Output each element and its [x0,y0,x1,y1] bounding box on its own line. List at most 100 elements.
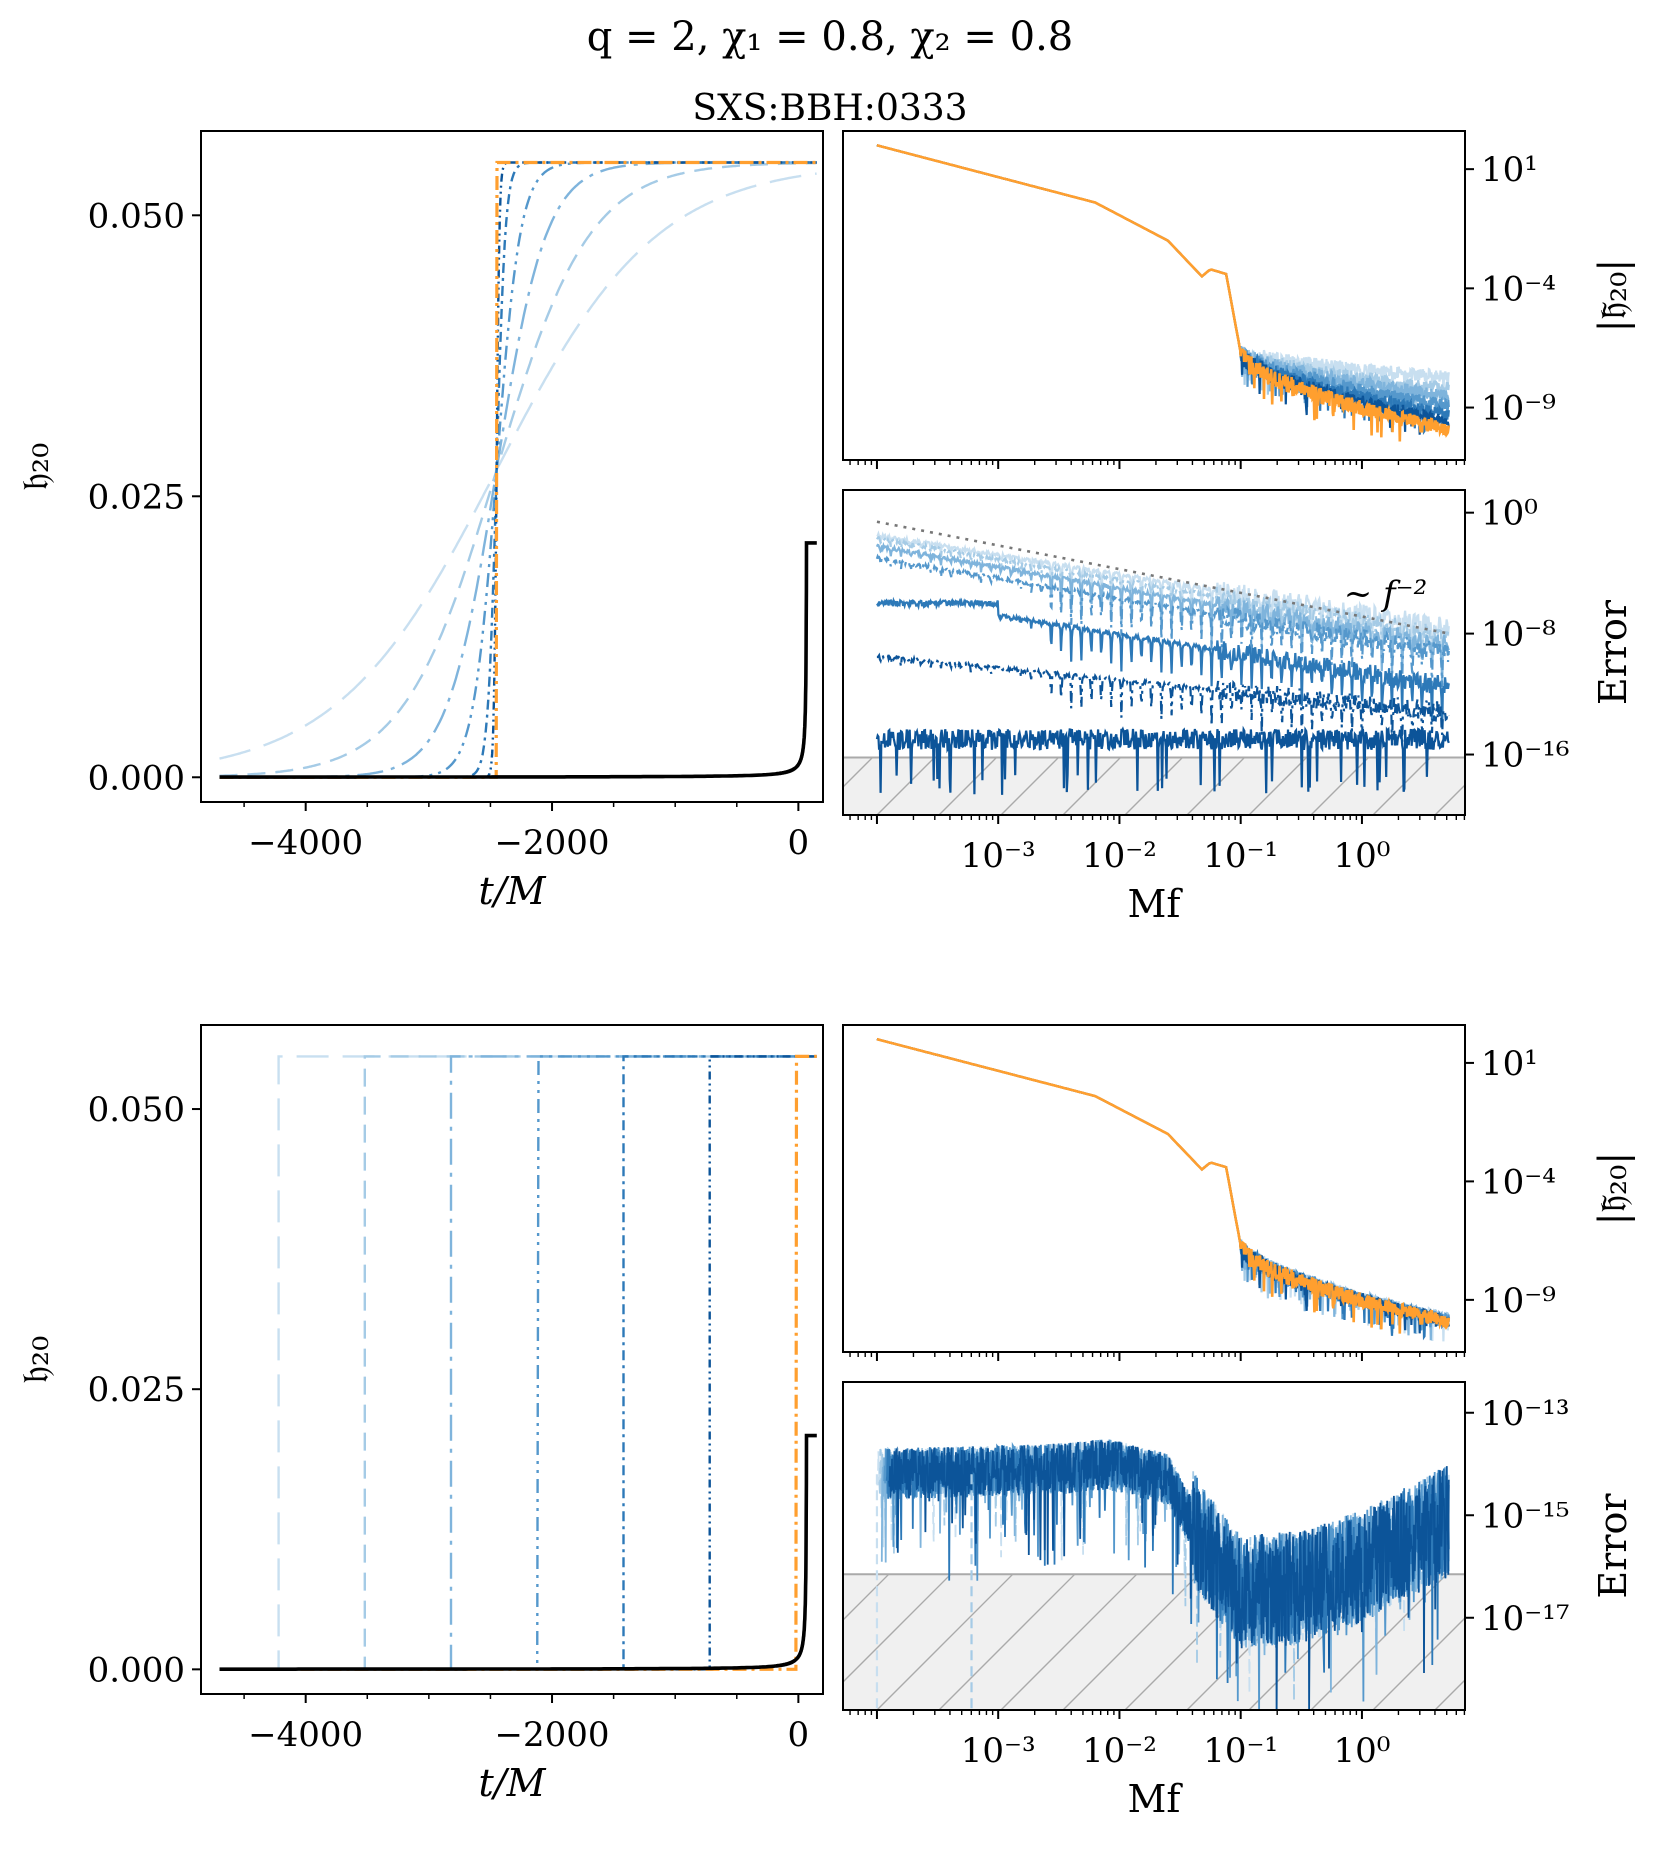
x-tick-label: −4000 [248,823,363,863]
hatch-line [1310,757,1369,815]
hatch-line [1434,1679,1465,1710]
hatch-line [567,758,624,815]
hatch-line [1062,757,1121,815]
y-axis-label: |𝔥̃₂₀| [1591,1152,1635,1225]
x-axis-label: t/M [479,869,547,913]
series-line-1 [219,172,817,760]
hatch-line [843,1573,890,1621]
hatch-line [443,758,500,815]
top-time-frame [200,130,824,803]
bottom-spectrum-plot [876,1037,1451,1342]
top-time-axes: −4000 −2000 0 0.000 0.025 0.050 t/M 𝔥₂₀ [13,130,824,913]
hatch-line [876,757,935,815]
hatch-line [629,758,686,815]
top-spectrum-frame [842,130,1466,461]
spectrum-line-7 [876,144,1451,442]
top-error-plot [443,520,1465,815]
x-tick-label: −2000 [495,823,610,863]
bottom-time-axes: −4000 −2000 0 0.000 0.025 0.050 t/M 𝔥₂₀ [13,1024,824,1805]
hatch-line [505,758,562,815]
series-line-2 [219,161,817,777]
hatch-line [938,1573,1076,1710]
series-line-1 [219,1055,817,1671]
y-tick-label: 10⁻⁹ [1481,389,1556,429]
hatch-line [1186,757,1245,815]
y-tick-label: 10⁻¹⁵ [1481,1496,1569,1536]
y-tick-label: 10¹ [1481,150,1538,190]
y-axis-label: Error [1591,1493,1635,1599]
y-tick-label: 10⁻¹⁶ [1481,736,1569,776]
y-tick-label: 10¹ [1481,1044,1538,1084]
y-tick-label: 0.025 [88,1370,185,1410]
top-spectrum-plot [876,144,1451,442]
x-tick-label: −4000 [248,1715,363,1755]
series-line-7 [219,160,817,779]
spectrum-line-1 [876,144,1450,402]
series-line-3 [219,1055,817,1671]
y-tick-label: 10⁻⁸ [1481,615,1556,655]
hatch-line [753,758,810,815]
y-tick-label: 10⁻¹⁷ [1481,1599,1569,1639]
x-tick-label: 0 [788,823,810,863]
series-line-4 [219,1055,817,1671]
y-tick-label: 0.000 [88,1650,185,1690]
y-tick-label: 10⁻⁴ [1481,1162,1556,1202]
y-tick-label: 10⁻¹³ [1481,1394,1569,1434]
series-line-6 [219,161,817,779]
hatch-line [876,1573,1014,1710]
spectrum-line-7 [876,1037,1451,1334]
hatch-line [691,758,748,815]
x-tick-label: 10⁻¹ [1203,1731,1278,1771]
y-axis-label: |𝔥̃₂₀| [1591,259,1635,332]
spectrum-line-4 [876,1038,1450,1331]
plot-area: −4000 −2000 00.0000.0250.050t/M𝔥₂₀10¹10⁻⁴1… [13,130,1635,1821]
x-tick-label: 10⁻¹ [1203,836,1278,876]
bottom-time-plot [219,1054,817,1671]
x-tick-label: −2000 [495,1715,610,1755]
memory-line [219,541,817,779]
top-spectrum-axes: 10¹ 10⁻⁴ 10⁻⁹ |𝔥̃₂₀| [842,130,1635,469]
y-tick-label: 0.025 [88,477,185,517]
hatch-line [938,757,997,815]
hatch-line [1062,1573,1200,1710]
y-tick-label: 10⁻⁴ [1481,269,1556,309]
spectrum-line-2 [876,1038,1450,1335]
memory-line [219,1433,817,1671]
x-axis-label: Mf [1128,882,1184,926]
hatch-line [1372,1617,1465,1710]
y-tick-label: 0.050 [88,196,185,236]
hatch-line [505,1574,641,1710]
x-tick-label: 10⁰ [1333,1731,1390,1771]
hatch-line [629,1574,765,1710]
series-line-4 [219,161,817,779]
spectrum-line-5 [876,1038,1450,1341]
hatch-line [843,1573,952,1683]
bottom-error-frame [842,1381,1466,1711]
error-line-4 [875,553,1450,687]
bottom-spectrum-frame [842,1024,1466,1353]
hatch-line [1000,1573,1138,1710]
top-time-plot [219,160,817,779]
bottom-error-plot [505,1439,1465,1710]
y-axis-label: 𝔥₂₀ [13,443,57,491]
error-line-6 [888,1440,1450,1710]
series-line-7 [219,1054,817,1671]
series-line-5 [219,1055,817,1671]
error-line-5 [876,596,1450,727]
spectrum-line-2 [876,144,1450,408]
y-tick-label: 0.050 [88,1090,185,1130]
error-line-6 [876,652,1450,746]
hatch-line [567,1574,703,1710]
x-axis-label: t/M [479,1761,547,1805]
reference-slope-label: ~ f⁻² [1344,574,1427,614]
hatch-line [1000,757,1059,815]
y-axis-label: Error [1591,599,1635,705]
y-tick-label: 10⁰ [1481,494,1538,534]
figure-suptitle: q = 2, χ₁ = 0.8, χ₂ = 0.8 [587,14,1074,60]
x-tick-label: 10⁰ [1333,836,1390,876]
x-tick-label: 10⁻² [1082,836,1157,876]
bottom-error-axes: 10⁻³ 10⁻² 10⁻¹ 10⁰ Mf 10⁻¹³ 10⁻¹⁵ 10⁻¹⁷ Error [505,1381,1635,1821]
y-tick-label: 0.000 [88,758,185,798]
hatch-line [1434,784,1465,815]
spectrum-line-6 [876,1038,1450,1334]
